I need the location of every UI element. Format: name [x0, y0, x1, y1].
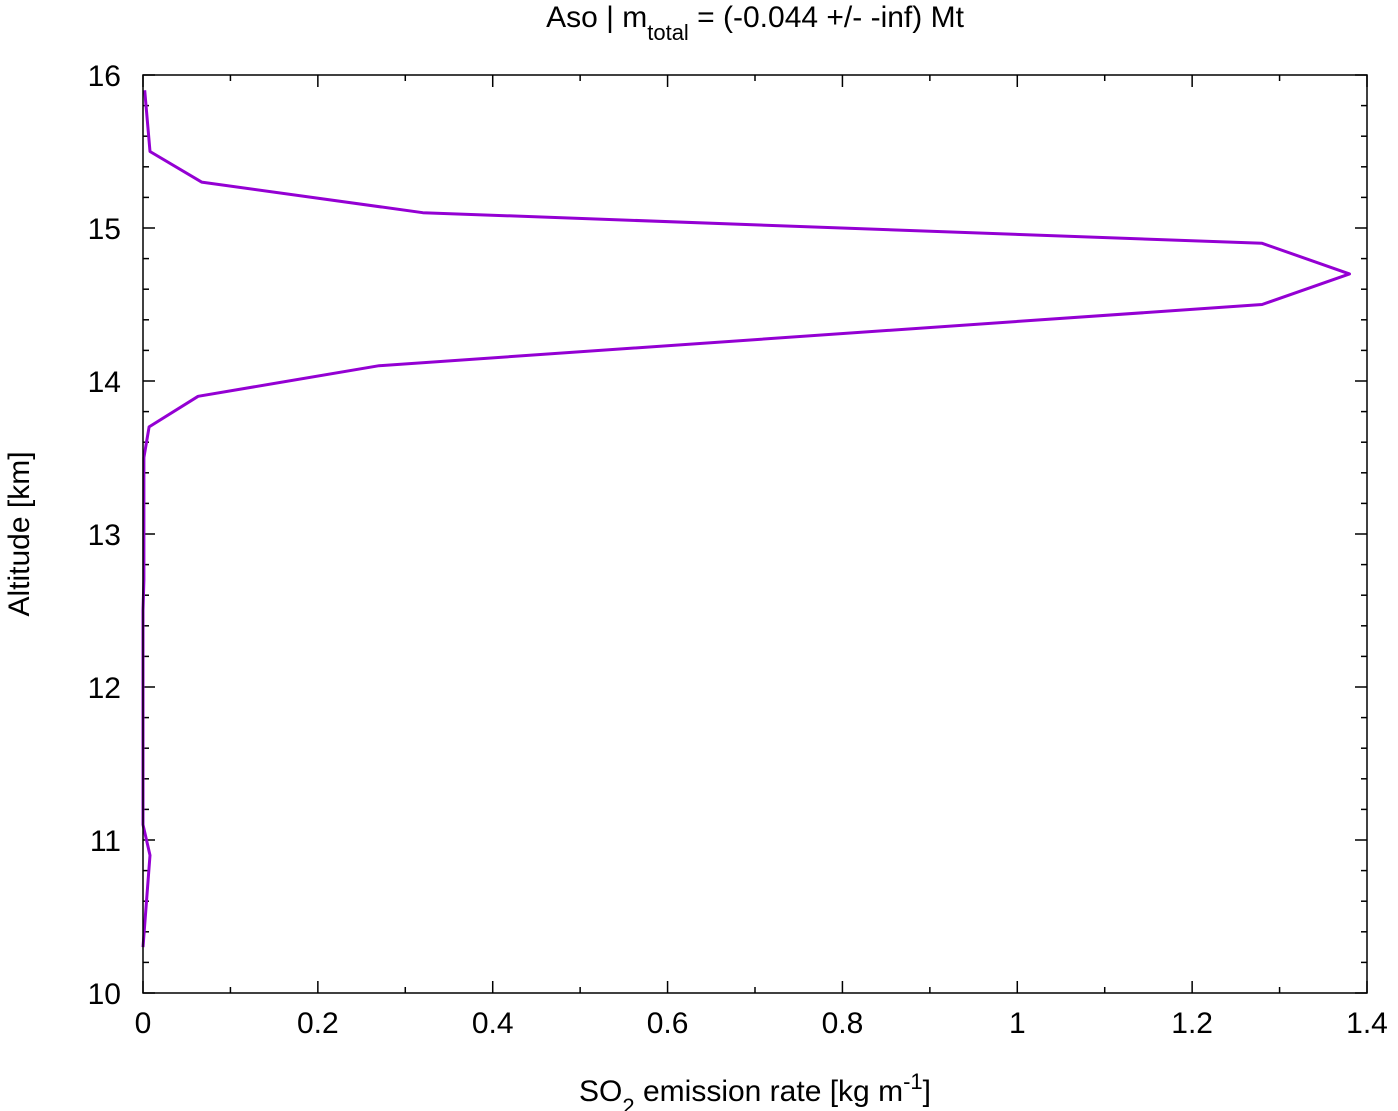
x-tick-label: 0.4	[472, 1007, 514, 1040]
axis-tick-labels: 0 0.2 0.4 0.6 0.8 1 1.2 1.4 10 11 12 13 14 15 16	[88, 60, 1388, 1040]
x-tick-label: 0	[135, 1007, 152, 1040]
y-tick-label: 16	[88, 60, 121, 93]
y-tick-label: 15	[88, 213, 121, 246]
x-tick-label: 1	[1009, 1007, 1026, 1040]
x-tick-label: 0.8	[822, 1007, 864, 1040]
x-tick-label: 1.2	[1171, 1007, 1213, 1040]
y-tick-label: 14	[88, 366, 121, 399]
plot-frame	[142, 74, 1368, 994]
y-tick-label: 13	[88, 519, 121, 552]
x-tick-label: 1.4	[1346, 1007, 1388, 1040]
x-tick-label: 0.6	[647, 1007, 689, 1040]
series-line	[141, 90, 1351, 948]
axis-ticks	[142, 74, 1368, 994]
y-tick-label: 11	[90, 825, 121, 858]
y-tick-label: 12	[88, 672, 121, 705]
chart-title: Aso | mtotal = (-0.044 +/- -inf) Mt	[546, 1, 964, 45]
y-tick-label: 10	[88, 978, 121, 1011]
y-axis-title: Altitude [km]	[3, 451, 36, 616]
x-axis-title: SO2 emission rate [kg m-1]	[579, 1069, 931, 1111]
x-tick-label: 0.2	[297, 1007, 339, 1040]
